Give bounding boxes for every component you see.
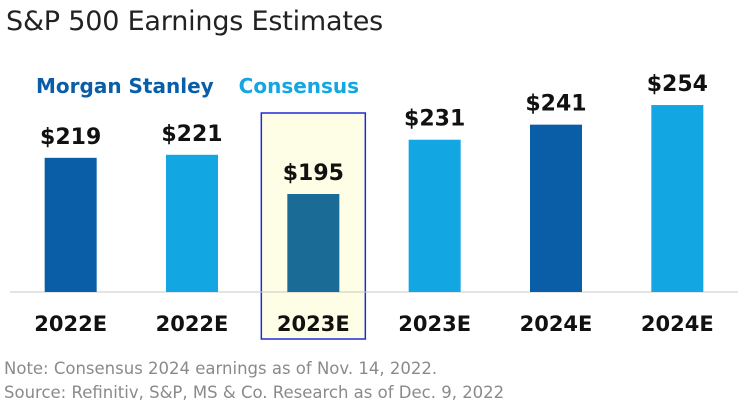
bar bbox=[651, 105, 704, 293]
note-line: Note: Consensus 2024 earnings as of Nov.… bbox=[4, 359, 438, 378]
data-label: $195 bbox=[283, 161, 344, 186]
data-label: $219 bbox=[40, 125, 101, 150]
source-line: Source: Refinitiv, S&P, MS & Co. Researc… bbox=[4, 383, 505, 402]
bar-chart: $219 2022E $221 2022E $195 2023E $231 2023E $241… bbox=[10, 72, 738, 340]
bar bbox=[530, 124, 582, 293]
data-label: $241 bbox=[525, 92, 586, 117]
x-tick-label: 2022E bbox=[156, 312, 229, 336]
chart-title: S&P 500 Earnings Estimates bbox=[6, 6, 384, 37]
x-tick-label: 2024E bbox=[641, 312, 714, 336]
data-label: $221 bbox=[161, 122, 222, 147]
bar bbox=[408, 139, 461, 292]
bar bbox=[166, 154, 218, 292]
highlight-box bbox=[260, 112, 367, 340]
data-label: $254 bbox=[647, 72, 708, 97]
x-tick-label: 2024E bbox=[520, 312, 593, 336]
legend-consensus: Consensus bbox=[238, 74, 360, 98]
bar bbox=[44, 157, 97, 292]
x-tick-label: 2022E bbox=[34, 312, 107, 336]
bar bbox=[287, 194, 340, 292]
x-tick-label: 2023E bbox=[398, 312, 471, 336]
legend-morgan-stanley: Morgan Stanley bbox=[36, 74, 214, 98]
chart-notes: Note: Consensus 2024 earnings as of Nov.… bbox=[4, 357, 504, 405]
data-label: $231 bbox=[404, 107, 465, 132]
x-tick-label: 2023E bbox=[277, 312, 350, 336]
legend: Morgan Stanley Consensus bbox=[36, 74, 377, 98]
